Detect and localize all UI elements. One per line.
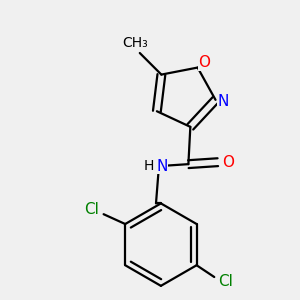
Text: Cl: Cl xyxy=(219,274,233,290)
Text: N: N xyxy=(156,159,168,174)
Text: N: N xyxy=(218,94,229,109)
Text: O: O xyxy=(199,55,211,70)
Text: Cl: Cl xyxy=(84,202,99,217)
Text: O: O xyxy=(223,155,235,170)
Text: CH₃: CH₃ xyxy=(122,36,148,50)
Text: H: H xyxy=(144,159,154,173)
